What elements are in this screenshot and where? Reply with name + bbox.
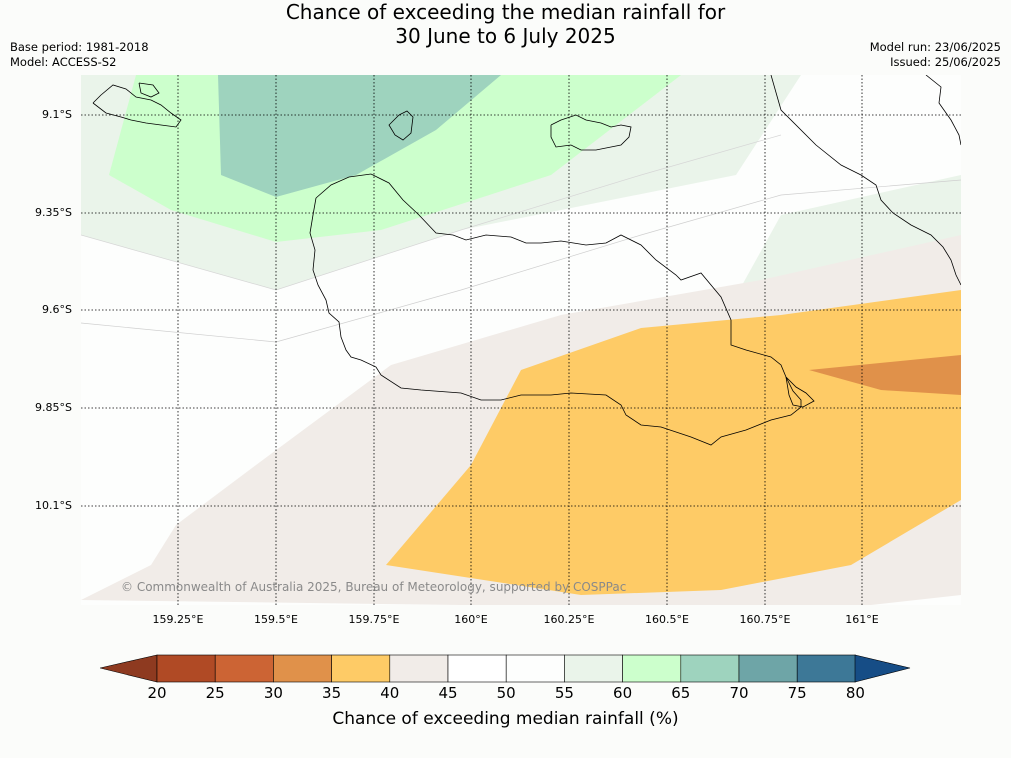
region-35-40 bbox=[386, 290, 961, 595]
colorbar-cell bbox=[273, 654, 332, 683]
colorbar-tick-label: 70 bbox=[729, 684, 749, 702]
colorbar-cell bbox=[156, 654, 216, 683]
colorbar-cell bbox=[447, 654, 507, 683]
lat-label-4: 9.85°S bbox=[35, 401, 72, 414]
colorbar-tick-label: 30 bbox=[263, 684, 283, 702]
coastline-ne-island bbox=[925, 75, 961, 146]
colorbar-tick-label: 40 bbox=[380, 684, 400, 702]
colorbar-tick-label: 60 bbox=[613, 684, 633, 702]
lon-label-4: 160°E bbox=[454, 613, 488, 626]
colorbar-cell bbox=[796, 654, 856, 683]
colorbar-cell bbox=[622, 654, 682, 683]
contour-line bbox=[81, 134, 782, 291]
map-panel bbox=[81, 75, 961, 605]
map-title: Chance of exceeding the median rainfall … bbox=[0, 0, 1011, 48]
title-line-2: 30 June to 6 July 2025 bbox=[395, 24, 616, 48]
title-line-1: Chance of exceeding the median rainfall … bbox=[285, 0, 726, 24]
colorbar-tick-label: 75 bbox=[787, 684, 807, 702]
map-canvas bbox=[81, 75, 961, 605]
copyright-notice: © Commonwealth of Australia 2025, Bureau… bbox=[121, 580, 627, 594]
coastline-savo bbox=[388, 110, 414, 141]
coastline-nw-island bbox=[138, 82, 160, 98]
lat-label-1: 9.1°S bbox=[42, 108, 72, 121]
model-name: Model: ACCESS-S2 bbox=[10, 55, 117, 69]
meta-left: Base period: 1981-2018 Model: ACCESS-S2 bbox=[10, 40, 149, 70]
issued-date: Issued: 25/06/2025 bbox=[890, 55, 1001, 69]
base-period: Base period: 1981-2018 bbox=[10, 40, 149, 54]
model-run: Model run: 23/06/2025 bbox=[869, 40, 1001, 54]
colorbar-tick-label: 80 bbox=[845, 684, 865, 702]
lon-label-7: 160.75°E bbox=[739, 613, 791, 626]
lon-label-3: 159.75°E bbox=[348, 613, 400, 626]
region-65-70 bbox=[218, 75, 501, 197]
lon-label-8: 161°E bbox=[845, 613, 879, 626]
region-30-35 bbox=[809, 355, 961, 395]
colorbar-cell bbox=[505, 654, 565, 683]
colorbar-tick-label: 65 bbox=[671, 684, 691, 702]
lon-label-1: 159.25°E bbox=[152, 613, 204, 626]
lon-label-2: 159.5°E bbox=[254, 613, 298, 626]
colorbar-label: Chance of exceeding median rainfall (%) bbox=[332, 709, 679, 729]
coastline-russell bbox=[92, 84, 182, 128]
lat-label-2: 9.35°S bbox=[35, 206, 72, 219]
contour-line bbox=[81, 179, 961, 343]
colorbar-cell bbox=[738, 654, 798, 683]
colorbar-tick-label: 50 bbox=[496, 684, 516, 702]
coastline-nggela bbox=[550, 114, 632, 151]
coastline-isabel bbox=[770, 75, 961, 286]
lat-label-3: 9.6°S bbox=[42, 303, 72, 316]
colorbar-tick-label: 55 bbox=[554, 684, 574, 702]
lon-label-5: 160.25°E bbox=[543, 613, 595, 626]
colorbar-cell bbox=[331, 654, 391, 683]
colorbar-cell bbox=[680, 654, 740, 683]
colorbar-over-arrow bbox=[854, 654, 911, 683]
colorbar bbox=[100, 654, 911, 683]
colorbar-under-arrow bbox=[100, 654, 158, 683]
lat-label-5: 10.1°S bbox=[35, 499, 72, 512]
coastline-guadalcanal bbox=[309, 173, 802, 446]
colorbar-tick-label: 45 bbox=[438, 684, 458, 702]
colorbar-cell bbox=[389, 654, 449, 683]
colorbar-tick-label: 35 bbox=[322, 684, 342, 702]
graticule bbox=[81, 75, 961, 605]
colorbar-cell bbox=[214, 654, 274, 683]
colorbar-tick-label: 25 bbox=[205, 684, 225, 702]
coastline-east-point bbox=[785, 376, 815, 408]
colorbar-tick-label: 20 bbox=[147, 684, 167, 702]
colorbar-cell bbox=[564, 654, 623, 683]
lon-label-6: 160.5°E bbox=[645, 613, 689, 626]
meta-right: Model run: 23/06/2025 Issued: 25/06/2025 bbox=[870, 40, 1001, 70]
